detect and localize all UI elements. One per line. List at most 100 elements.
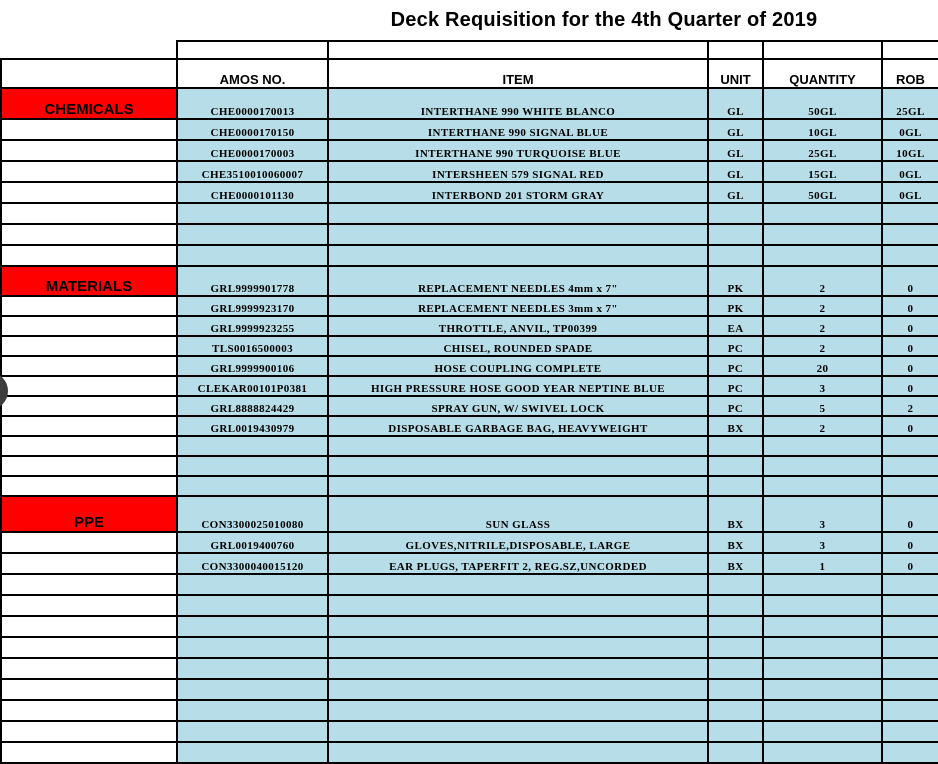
rob-cell: 0GL	[881, 118, 938, 141]
empty-row	[0, 244, 938, 267]
rob-cell: 0GL	[881, 181, 938, 204]
page-title: Deck Requisition for the 4th Quarter of …	[390, 9, 818, 31]
unit-cell: BX	[707, 531, 764, 554]
unit-cell: PC	[707, 335, 764, 357]
quantity-cell-empty	[762, 455, 883, 477]
section-label-chemicals: CHEMICALS	[0, 87, 178, 120]
quantity-cell-empty	[762, 573, 883, 596]
item-cell: HOSE COUPLING COMPLETE	[327, 355, 709, 377]
quantity-cell: 3	[762, 375, 883, 397]
blank-cell	[327, 40, 709, 60]
unit-cell-empty	[707, 699, 764, 722]
unit-cell-empty	[707, 636, 764, 659]
table-row: GRL0019400760 GLOVES,NITRILE,DISPOSABLE, …	[0, 531, 938, 554]
amos-cell: GRL9999923170	[176, 295, 329, 317]
row-label-cell	[0, 573, 178, 596]
blank-header-cell	[0, 58, 178, 89]
row-label-cell	[0, 118, 178, 141]
row-label-cell	[0, 335, 178, 357]
empty-row	[0, 223, 938, 246]
unit-cell: BX	[707, 552, 764, 575]
empty-row	[0, 678, 938, 701]
section-first-row: MATERIALS GRL9999901778 REPLACEMENT NEEDLE…	[0, 265, 938, 297]
blank-cell	[762, 40, 883, 60]
table-row: GRL9999900106 HOSE COUPLING COMPLETE PC 20 0	[0, 355, 938, 377]
row-label-cell	[0, 552, 178, 575]
column-header-row: AMOS NO. ITEM UNIT QUANTITY ROB	[0, 58, 938, 89]
blank-cell	[1, 41, 177, 59]
amos-cell: GRL9999900106	[176, 355, 329, 377]
quantity-cell: 25GL	[762, 139, 883, 162]
row-label-cell	[0, 395, 178, 417]
unit-cell-empty	[707, 657, 764, 680]
quantity-cell: 3	[762, 531, 883, 554]
quantity-cell: 2	[762, 265, 883, 297]
quantity-cell: 2	[762, 315, 883, 337]
quantity-cell-empty	[762, 594, 883, 617]
column-header-rob: ROB	[881, 58, 938, 89]
empty-row	[0, 636, 938, 659]
quantity-cell-empty	[762, 475, 883, 497]
item-cell: DISPOSABLE GARBAGE BAG, HEAVYWEIGHT	[327, 415, 709, 437]
table-row: GRL9999923255 THROTTLE, ANVIL, TP00399 EA 2…	[0, 315, 938, 337]
empty-row	[0, 475, 938, 497]
item-cell: GLOVES,NITRILE,DISPOSABLE, LARGE	[327, 531, 709, 554]
item-cell-empty	[327, 678, 709, 701]
requisition-table: AMOS NO. ITEM UNIT QUANTITY ROB CHEMICAL…	[0, 40, 938, 764]
row-label-cell	[0, 181, 178, 204]
row-label-cell	[0, 594, 178, 617]
rob-cell-empty	[881, 475, 938, 497]
item-cell-empty	[327, 455, 709, 477]
amos-cell-empty	[176, 573, 329, 596]
table-row: TLS0016500003 CHISEL, ROUNDED SPADE PC 2 0	[0, 335, 938, 357]
section-first-row: PPE CON3300025010080 SUN GLASS BX 3 0	[0, 495, 938, 533]
quantity-cell: 5	[762, 395, 883, 417]
unit-cell: BX	[707, 495, 764, 533]
quantity-cell-empty	[762, 636, 883, 659]
section-label-materials: MATERIALS	[0, 265, 178, 297]
rob-cell: 0	[881, 315, 938, 337]
section-label-ppe: PPE	[0, 495, 178, 533]
item-cell-empty	[327, 699, 709, 722]
quantity-cell: 2	[762, 415, 883, 437]
quantity-cell: 2	[762, 295, 883, 317]
rob-cell: 0	[881, 295, 938, 317]
table-row: CHE0000101130 INTERBOND 201 STORM GRAY GL 5…	[0, 181, 938, 204]
item-cell-empty	[327, 202, 709, 225]
quantity-cell: 10GL	[762, 118, 883, 141]
table-row: CON3300040015120 EAR PLUGS, TAPERFIT 2, R…	[0, 552, 938, 575]
item-cell: INTERTHANE 990 SIGNAL BLUE	[327, 118, 709, 141]
table-row: GRL0019430979 DISPOSABLE GARBAGE BAG, HEA…	[0, 415, 938, 437]
amos-cell: CHE3510010060007	[176, 160, 329, 183]
unit-cell: GL	[707, 160, 764, 183]
row-label-cell	[0, 202, 178, 225]
amos-cell: GRL0019400760	[176, 531, 329, 554]
unit-cell: GL	[707, 139, 764, 162]
column-header-unit: UNIT	[707, 58, 764, 89]
unit-cell: BX	[707, 415, 764, 437]
blank-cell	[707, 40, 764, 60]
quantity-cell: 1	[762, 552, 883, 575]
rob-cell: 0GL	[881, 160, 938, 183]
row-label-cell	[0, 315, 178, 337]
amos-cell-empty	[176, 678, 329, 701]
amos-cell: CHE0000101130	[176, 181, 329, 204]
rob-cell: 25GL	[881, 87, 938, 120]
rob-cell-empty	[881, 455, 938, 477]
unit-cell-empty	[707, 678, 764, 701]
unit-cell: EA	[707, 315, 764, 337]
quantity-cell: 20	[762, 355, 883, 377]
rob-cell-empty	[881, 244, 938, 267]
rob-cell: 2	[881, 395, 938, 417]
quantity-cell-empty	[762, 720, 883, 743]
row-label-cell	[0, 741, 178, 764]
quantity-cell-empty	[762, 699, 883, 722]
item-cell-empty	[327, 573, 709, 596]
row-label-cell	[0, 415, 178, 437]
rob-cell: 0	[881, 355, 938, 377]
amos-cell: GRL8888824429	[176, 395, 329, 417]
amos-cell: GRL9999923255	[176, 315, 329, 337]
unit-cell-empty	[707, 615, 764, 638]
rob-cell: 0	[881, 375, 938, 397]
unit-cell-empty	[707, 720, 764, 743]
